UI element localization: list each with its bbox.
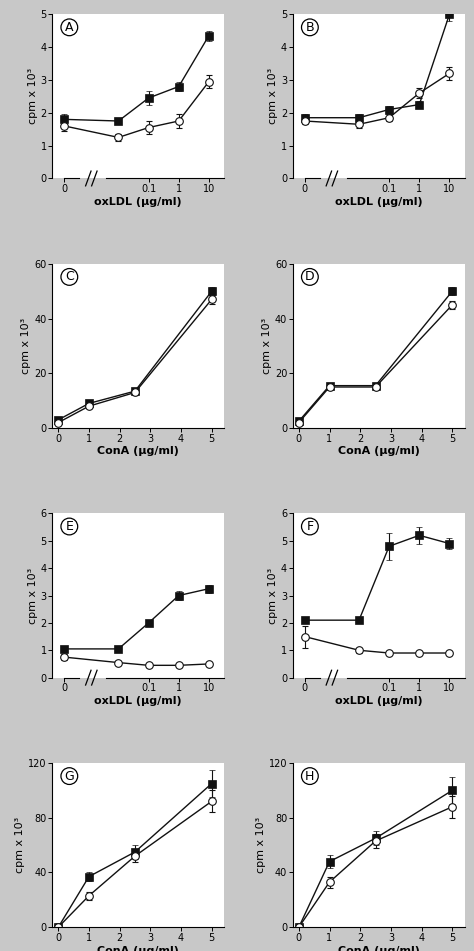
Y-axis label: cpm x 10³: cpm x 10³ [268,68,278,125]
Text: G: G [64,769,74,783]
Y-axis label: cpm x 10³: cpm x 10³ [262,318,272,374]
Text: F: F [306,520,313,533]
X-axis label: ConA (μg/ml): ConA (μg/ml) [337,945,419,951]
Text: D: D [305,270,315,283]
X-axis label: oxLDL (μg/ml): oxLDL (μg/ml) [94,197,182,206]
Text: A: A [65,21,73,34]
X-axis label: oxLDL (μg/ml): oxLDL (μg/ml) [335,696,422,706]
Y-axis label: cpm x 10³: cpm x 10³ [27,568,37,624]
Text: E: E [65,520,73,533]
Y-axis label: cpm x 10³: cpm x 10³ [256,817,266,873]
Y-axis label: cpm x 10³: cpm x 10³ [21,318,31,374]
Text: C: C [65,270,73,283]
X-axis label: oxLDL (μg/ml): oxLDL (μg/ml) [335,197,422,206]
X-axis label: ConA (μg/ml): ConA (μg/ml) [97,945,179,951]
Y-axis label: cpm x 10³: cpm x 10³ [15,817,25,873]
X-axis label: ConA (μg/ml): ConA (μg/ml) [337,446,419,456]
Text: H: H [305,769,315,783]
Y-axis label: cpm x 10³: cpm x 10³ [27,68,37,125]
X-axis label: ConA (μg/ml): ConA (μg/ml) [97,446,179,456]
Text: B: B [306,21,314,34]
Y-axis label: cpm x 10³: cpm x 10³ [268,568,278,624]
X-axis label: oxLDL (μg/ml): oxLDL (μg/ml) [94,696,182,706]
